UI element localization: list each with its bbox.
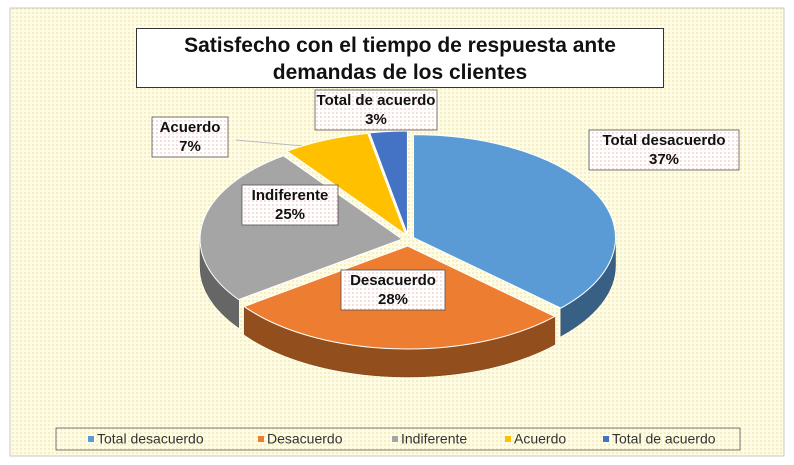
data-label-box bbox=[314, 89, 438, 131]
pie-slice bbox=[285, 132, 407, 236]
data-label-name: Acuerdo bbox=[160, 119, 221, 136]
data-label-name: Total desacuerdo bbox=[602, 132, 725, 149]
data-label-box bbox=[588, 129, 740, 171]
data-label-name: Desacuerdo bbox=[350, 272, 436, 289]
data-label-name: Indiferente bbox=[252, 187, 329, 204]
legend-label: Desacuerdo bbox=[267, 431, 343, 447]
data-label: Indiferente 25% bbox=[241, 184, 339, 226]
data-label-value: 3% bbox=[365, 111, 387, 128]
data-label-value: 28% bbox=[378, 291, 408, 308]
data-label: Total desacuerdo 37% bbox=[588, 129, 740, 171]
legend-swatch bbox=[258, 436, 264, 442]
legend-swatch bbox=[603, 436, 609, 442]
legend-swatch bbox=[392, 436, 398, 442]
data-label: Acuerdo 7% bbox=[151, 116, 229, 158]
legend-label: Total desacuerdo bbox=[97, 431, 204, 447]
data-label-box bbox=[340, 269, 446, 311]
legend-label: Acuerdo bbox=[514, 431, 566, 447]
legend: Total desacuerdo Desacuerdo Indiferente Acu… bbox=[55, 427, 741, 451]
chart-title: Satisfecho con el tiempo de respuesta an… bbox=[136, 28, 664, 88]
legend-swatch bbox=[505, 436, 511, 442]
data-label-value: 37% bbox=[649, 151, 679, 168]
pie-slice bbox=[413, 134, 617, 309]
data-label: Desacuerdo 28% bbox=[340, 269, 446, 311]
data-label-box bbox=[151, 116, 229, 158]
legend-swatch bbox=[88, 436, 94, 442]
legend-label: Indiferente bbox=[401, 431, 467, 447]
data-label-name: Total de acuerdo bbox=[317, 92, 436, 109]
pie-slice bbox=[368, 130, 408, 235]
data-label: Total de acuerdo 3% bbox=[314, 89, 438, 131]
data-label-value: 7% bbox=[179, 138, 201, 155]
data-label-box bbox=[241, 184, 339, 226]
legend-label: Total de acuerdo bbox=[612, 431, 716, 447]
data-label-value: 25% bbox=[275, 206, 305, 223]
